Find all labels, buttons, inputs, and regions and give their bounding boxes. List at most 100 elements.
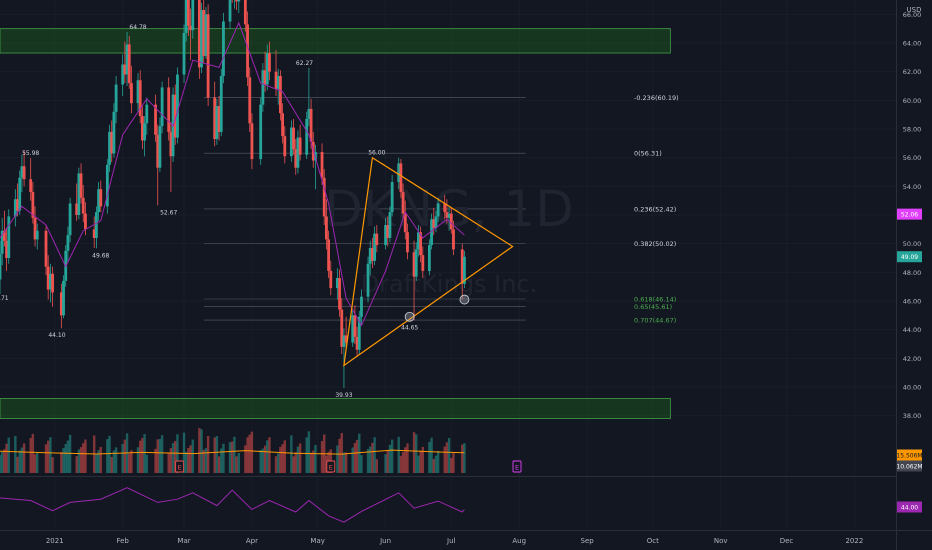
candle xyxy=(279,70,282,121)
volume-bar xyxy=(296,446,300,473)
volume-bar xyxy=(266,440,269,473)
volume-bar xyxy=(235,456,238,473)
candle xyxy=(327,230,331,279)
candle xyxy=(248,67,252,132)
candle xyxy=(158,117,162,172)
currency-label: USD xyxy=(907,6,922,14)
volume-bar xyxy=(60,452,63,473)
candle xyxy=(206,4,210,107)
candle-body xyxy=(68,203,72,236)
candle xyxy=(22,150,26,187)
price-axis[interactable]: 66.0064.0062.0060.0058.0056.0054.0052.00… xyxy=(903,11,922,420)
volume-bar xyxy=(452,452,455,473)
volume-bar xyxy=(250,431,254,473)
candle-body xyxy=(237,0,241,2)
candle xyxy=(463,250,466,289)
candle-body xyxy=(140,116,144,141)
candle-body xyxy=(388,212,392,238)
candle xyxy=(31,182,35,224)
volume-bar xyxy=(185,451,188,473)
candle xyxy=(390,174,394,217)
candle xyxy=(235,0,238,11)
candle xyxy=(384,217,387,250)
candle-body xyxy=(173,94,177,138)
candle-body xyxy=(105,164,109,207)
candle xyxy=(213,81,217,147)
candle-body xyxy=(235,0,238,2)
candle-body xyxy=(296,137,300,168)
candle xyxy=(353,305,357,344)
volume-bar xyxy=(373,437,376,473)
candle xyxy=(191,0,195,39)
candle-body xyxy=(62,280,65,316)
time-tick-label: Oct xyxy=(647,537,659,545)
candle-body xyxy=(403,213,407,233)
candle xyxy=(138,70,142,124)
candle-body xyxy=(322,177,326,217)
volume-bar xyxy=(68,434,72,473)
candle xyxy=(289,120,293,162)
candle xyxy=(449,207,453,234)
candle-body xyxy=(33,217,37,240)
candle xyxy=(68,197,72,243)
candle-body xyxy=(20,166,24,178)
volume-bar xyxy=(447,437,451,473)
candle xyxy=(5,227,8,271)
volume-bar xyxy=(406,443,409,473)
candle xyxy=(145,97,149,135)
candle xyxy=(305,111,309,160)
volume-bar xyxy=(336,445,339,473)
candle xyxy=(182,24,186,84)
candle xyxy=(388,206,392,243)
volume-bar xyxy=(198,428,201,473)
candle xyxy=(228,0,232,29)
candle-body xyxy=(292,127,295,150)
volume-bar xyxy=(215,436,219,473)
volume-bar xyxy=(206,435,210,473)
candle-body xyxy=(136,80,140,104)
volume-bar xyxy=(463,443,466,473)
candle-body xyxy=(246,24,249,78)
price-tick-label: 46.00 xyxy=(903,298,922,306)
price-tick-label: 60.00 xyxy=(903,97,922,105)
candle-body xyxy=(248,77,252,124)
candle-body xyxy=(187,0,190,26)
candle-body xyxy=(204,14,208,56)
volume-bar xyxy=(44,444,48,473)
candle xyxy=(414,242,418,281)
volume-bar xyxy=(123,439,127,473)
candle-body xyxy=(243,0,247,25)
candle xyxy=(296,130,300,174)
volume-bar xyxy=(384,454,387,473)
volume-bar xyxy=(399,455,403,473)
candle xyxy=(136,73,140,112)
candle-body xyxy=(449,213,453,230)
volume-bar xyxy=(95,453,98,473)
candle xyxy=(329,260,333,296)
candle xyxy=(373,226,377,266)
candle xyxy=(112,103,116,158)
volume-bar xyxy=(246,437,249,473)
candle xyxy=(187,0,190,36)
volume-ma-badge-text: 10.062M xyxy=(896,463,922,470)
candle-body xyxy=(0,253,2,280)
volume-bar xyxy=(167,453,170,473)
fib-label: 0(56.31) xyxy=(634,150,662,158)
candle xyxy=(114,75,118,124)
fib-label: 0.382(50.02) xyxy=(634,240,676,248)
volume-bar xyxy=(450,457,453,473)
volume-bar xyxy=(79,447,83,473)
volume-bar xyxy=(386,450,389,473)
volume-bar xyxy=(31,433,35,473)
candle-body xyxy=(130,83,133,104)
volume-bar xyxy=(371,442,374,473)
candle-body xyxy=(265,53,269,85)
time-axis[interactable]: 2021 Feb Mar Apr May Jun Jul Aug Sep Oct Nov Dec 202… xyxy=(46,537,863,545)
circle-marker xyxy=(459,294,470,305)
candle-body xyxy=(327,239,331,271)
candle-body xyxy=(189,25,192,31)
candle xyxy=(427,239,431,276)
candle-body xyxy=(360,296,363,317)
volume-bar xyxy=(268,437,271,473)
